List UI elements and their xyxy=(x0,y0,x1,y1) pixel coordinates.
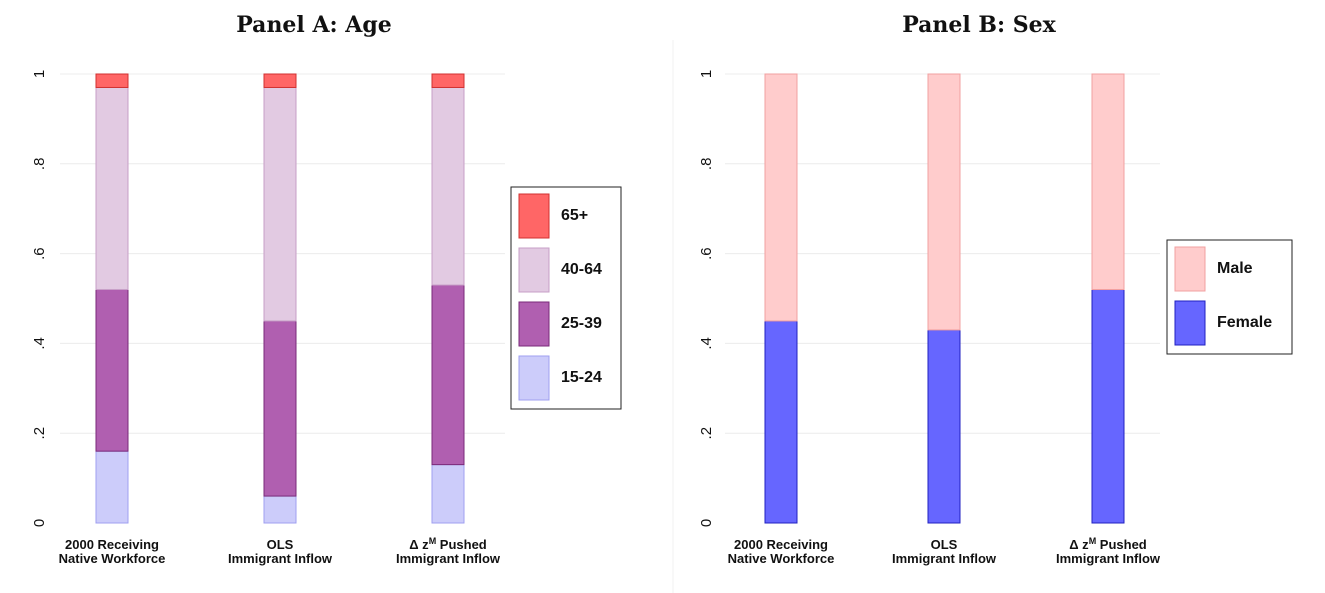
x-tick-label: Immigrant Inflow xyxy=(228,551,333,566)
panel-b-y-axis: 0 .2 .4 .6 .8 1 xyxy=(698,70,715,527)
legend-swatch xyxy=(518,247,550,293)
y-tick-label: .2 xyxy=(698,427,715,440)
x-tick-label: Native Workforce xyxy=(59,551,166,566)
legend-swatch xyxy=(518,355,550,401)
x-tick-label: Native Workforce xyxy=(728,551,835,566)
y-tick-label: .6 xyxy=(31,247,48,260)
y-tick-label: .2 xyxy=(31,427,48,440)
bar-segment xyxy=(927,329,961,524)
legend-swatch xyxy=(518,193,550,239)
panel-a-y-axis: 0 .2 .4 .6 .8 1 xyxy=(31,70,48,527)
legend-label: Female xyxy=(1217,314,1272,331)
bar-segment xyxy=(263,86,297,322)
x-tick-label: Immigrant Inflow xyxy=(396,551,501,566)
y-tick-label: .6 xyxy=(698,247,715,260)
bar-segment xyxy=(431,464,465,524)
panel-a-title: Panel A: Age xyxy=(236,12,392,38)
bar-segment xyxy=(263,73,297,88)
x-tick-label: 2000 Receiving xyxy=(734,537,828,552)
y-tick-label: .4 xyxy=(698,337,715,350)
legend-label: 25-39 xyxy=(561,315,602,332)
bar-segment xyxy=(927,73,961,331)
bar-segment xyxy=(1091,73,1125,291)
panel-a-bars xyxy=(95,73,465,524)
legend-label: Male xyxy=(1217,260,1253,277)
bar-segment xyxy=(764,320,798,524)
y-tick-label: .4 xyxy=(31,337,48,350)
bar-segment xyxy=(95,73,129,88)
x-tick-label: Immigrant Inflow xyxy=(1056,551,1161,566)
y-tick-label: 1 xyxy=(698,70,715,78)
bar-segment xyxy=(95,289,129,452)
bar-segment xyxy=(95,86,129,291)
x-tick-label: 2000 Receiving xyxy=(65,537,159,552)
y-tick-label: .8 xyxy=(31,158,48,171)
panel-a-age: Panel A: Age 0 .2 .4 .6 .8 1 2000 ReceivingNa… xyxy=(31,12,622,566)
x-tick-label: Δ zM Pushed xyxy=(409,536,487,552)
x-tick-label: Δ zM Pushed xyxy=(1069,536,1147,552)
panel-b-legend: Male Female xyxy=(1166,239,1293,355)
bar-segment xyxy=(263,320,297,497)
bar-segment xyxy=(431,86,465,286)
bar-segment xyxy=(431,73,465,88)
legend-label: 65+ xyxy=(561,207,588,224)
bar-segment xyxy=(263,495,297,524)
bar-segment xyxy=(431,284,465,466)
y-tick-label: 0 xyxy=(31,519,48,527)
y-tick-label: .8 xyxy=(698,158,715,171)
legend-label: 40-64 xyxy=(561,261,602,278)
x-tick-label: Immigrant Inflow xyxy=(892,551,997,566)
panel-b-sex: Panel B: Sex 0 .2 .4 .6 .8 1 2000 ReceivingNa… xyxy=(698,12,1293,566)
bar-segment xyxy=(95,450,129,524)
bar-segment xyxy=(1091,289,1125,524)
y-tick-label: 1 xyxy=(31,70,48,78)
legend-swatch xyxy=(518,301,550,347)
x-tick-label: OLS xyxy=(931,537,958,552)
x-tick-label: OLS xyxy=(267,537,294,552)
legend-label: 15-24 xyxy=(561,369,602,386)
panel-b-title: Panel B: Sex xyxy=(902,12,1056,38)
bar-segment xyxy=(764,73,798,322)
panel-a-legend: 65+ 40-64 25-39 15-24 xyxy=(510,186,622,410)
y-tick-label: 0 xyxy=(698,519,715,527)
legend-swatch xyxy=(1174,300,1206,346)
legend-swatch xyxy=(1174,246,1206,292)
panel-b-bars xyxy=(764,73,1125,524)
